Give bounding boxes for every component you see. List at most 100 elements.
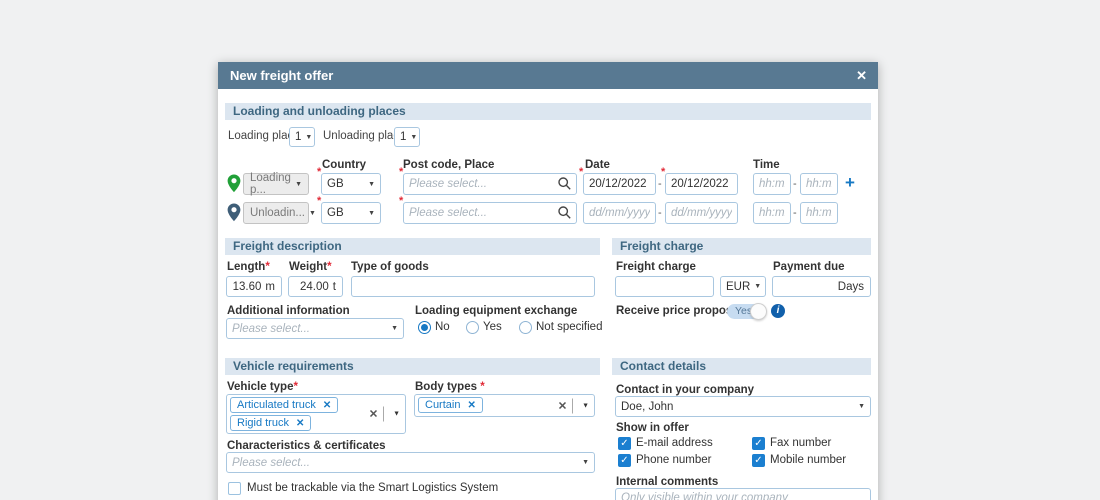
unloading-place-label: Unloading place [323, 130, 406, 142]
weight-unit: t [332, 280, 336, 293]
unloading-place-count-select[interactable]: 1 ▼ [394, 127, 420, 147]
toggle-value: Yes [735, 305, 753, 317]
chevron-down-icon: ▼ [391, 325, 398, 332]
loading-country-value: GB [327, 178, 344, 190]
length-label: Length* [227, 261, 270, 273]
length-field[interactable]: 13.60 m [226, 276, 282, 297]
additional-information-placeholder: Please select... [232, 322, 310, 335]
phone-checkbox[interactable]: ✓ [618, 454, 631, 467]
required-asterisk: * [661, 166, 666, 178]
info-icon[interactable]: i [771, 304, 785, 318]
clear-icon[interactable]: ✕ [368, 408, 379, 421]
fax-checkbox-label: Fax number [770, 437, 832, 449]
radio-no-label: No [435, 321, 450, 333]
show-in-offer-label: Show in offer [616, 422, 689, 434]
email-checkbox[interactable]: ✓ [618, 437, 631, 450]
fax-checkbox[interactable]: ✓ [752, 437, 765, 450]
unloading-date-to-input[interactable] [665, 202, 738, 224]
required-asterisk: * [293, 381, 298, 393]
receive-price-proposals-toggle[interactable]: Yes [727, 303, 767, 320]
loading-place-count-select[interactable]: 1 ▼ [289, 127, 315, 147]
length-unit: m [265, 280, 275, 293]
chevron-down-icon[interactable]: ▼ [393, 410, 400, 418]
loading-time-from-input[interactable] [753, 173, 791, 195]
clear-icon[interactable]: ✕ [557, 400, 568, 412]
characteristics-select[interactable]: Please select... ▼ [226, 452, 595, 473]
weight-field[interactable]: 24.00 t [288, 276, 343, 297]
required-asterisk: * [317, 166, 322, 178]
section-loading-unloading-places: Loading and unloading places [225, 103, 871, 120]
loading-place-label: Loading place [228, 130, 300, 142]
freight-charge-label: Freight charge [616, 261, 696, 273]
payment-due-label: Payment due [773, 261, 845, 273]
weight-label: Weight* [289, 261, 332, 273]
divider [572, 398, 574, 413]
contact-label: Contact in your company [616, 384, 755, 396]
chip-remove-icon[interactable]: ✕ [322, 399, 332, 411]
search-icon [558, 177, 571, 190]
payment-due-field[interactable]: Days [772, 276, 871, 297]
trackable-checkbox[interactable] [228, 482, 241, 495]
vehicle-type-chips: Articulated truck ✕ Rigid truck ✕ [230, 397, 339, 431]
unloading-date-from-input[interactable] [583, 202, 656, 224]
contact-select[interactable]: Doe, John ▼ [615, 396, 871, 417]
radio-no[interactable] [418, 321, 431, 334]
check-icon: ✓ [620, 455, 629, 466]
mobile-checkbox[interactable]: ✓ [752, 454, 765, 467]
loading-equipment-exchange-label: Loading equipment exchange [415, 305, 578, 317]
body-types-multiselect[interactable]: Curtain ✕ ✕ ▼ [414, 394, 595, 417]
required-asterisk: * [317, 195, 322, 207]
chip-remove-icon[interactable]: ✕ [467, 399, 476, 411]
section-vehicle-requirements: Vehicle requirements [225, 358, 600, 375]
chevron-down-icon: ▼ [582, 459, 589, 466]
radio-not-specified[interactable] [519, 321, 532, 334]
unloading-place-count-value: 1 [400, 131, 407, 143]
radio-not-specified-label: Not specified [536, 321, 603, 333]
type-of-goods-input[interactable] [351, 276, 595, 297]
additional-information-select[interactable]: Please select... ▼ [226, 318, 404, 339]
internal-comments-textarea[interactable] [615, 488, 871, 500]
chevron-down-icon: ▼ [754, 283, 762, 290]
required-asterisk: * [579, 166, 584, 178]
close-icon[interactable]: ✕ [856, 68, 867, 83]
loading-date-from-input[interactable] [583, 173, 656, 195]
currency-select[interactable]: EUR ▼ [720, 276, 766, 297]
loading-date-to-input[interactable] [665, 173, 738, 195]
unloading-time-to-input[interactable] [800, 202, 838, 224]
vehicle-type-multiselect[interactable]: Articulated truck ✕ Rigid truck ✕ ✕ ▼ [226, 394, 406, 434]
unloading-place-search [403, 202, 577, 224]
country-column-header: Country [322, 159, 367, 171]
section-freight-charge: Freight charge [612, 238, 871, 255]
check-icon: ✓ [620, 438, 629, 449]
chevron-down-icon: ▼ [858, 403, 865, 410]
chevron-down-icon: ▼ [410, 133, 418, 141]
unloading-time-from-input[interactable] [753, 202, 791, 224]
postcode-column-header: Post code, Place [403, 159, 495, 171]
unloading-pin-icon [227, 203, 241, 222]
loading-place-search-input[interactable] [403, 173, 577, 195]
loading-place-type-button[interactable]: Loading p... ▼ [243, 172, 309, 196]
check-icon: ✓ [754, 455, 763, 466]
radio-yes[interactable] [466, 321, 479, 334]
unloading-place-type-label: Unloadin... [250, 207, 305, 219]
additional-information-label: Additional information [227, 305, 350, 317]
freight-charge-input[interactable] [615, 276, 714, 297]
chip-remove-icon[interactable]: ✕ [295, 417, 305, 429]
check-icon: ✓ [754, 438, 763, 449]
unloading-country-select[interactable]: GB ▼ [321, 202, 381, 224]
chevron-down-icon[interactable]: ▼ [582, 402, 589, 409]
time-range-separator: - [793, 178, 797, 190]
add-place-icon[interactable]: + [845, 173, 855, 192]
loading-country-select[interactable]: GB ▼ [321, 173, 381, 195]
loading-time-to-input[interactable] [800, 173, 838, 195]
unloading-place-search-input[interactable] [403, 202, 577, 224]
internal-comments-label: Internal comments [616, 476, 719, 488]
chevron-down-icon: ▼ [305, 133, 313, 141]
body-types-label: Body types * [415, 381, 485, 393]
weight-value: 24.00 [300, 280, 329, 293]
date-column-header: Date [585, 159, 610, 171]
new-freight-offer-dialog: New freight offer ✕ Loading and unloadin… [218, 62, 878, 500]
type-of-goods-label: Type of goods [351, 261, 429, 273]
unloading-place-type-button[interactable]: Unloadin... ▼ [243, 202, 316, 224]
